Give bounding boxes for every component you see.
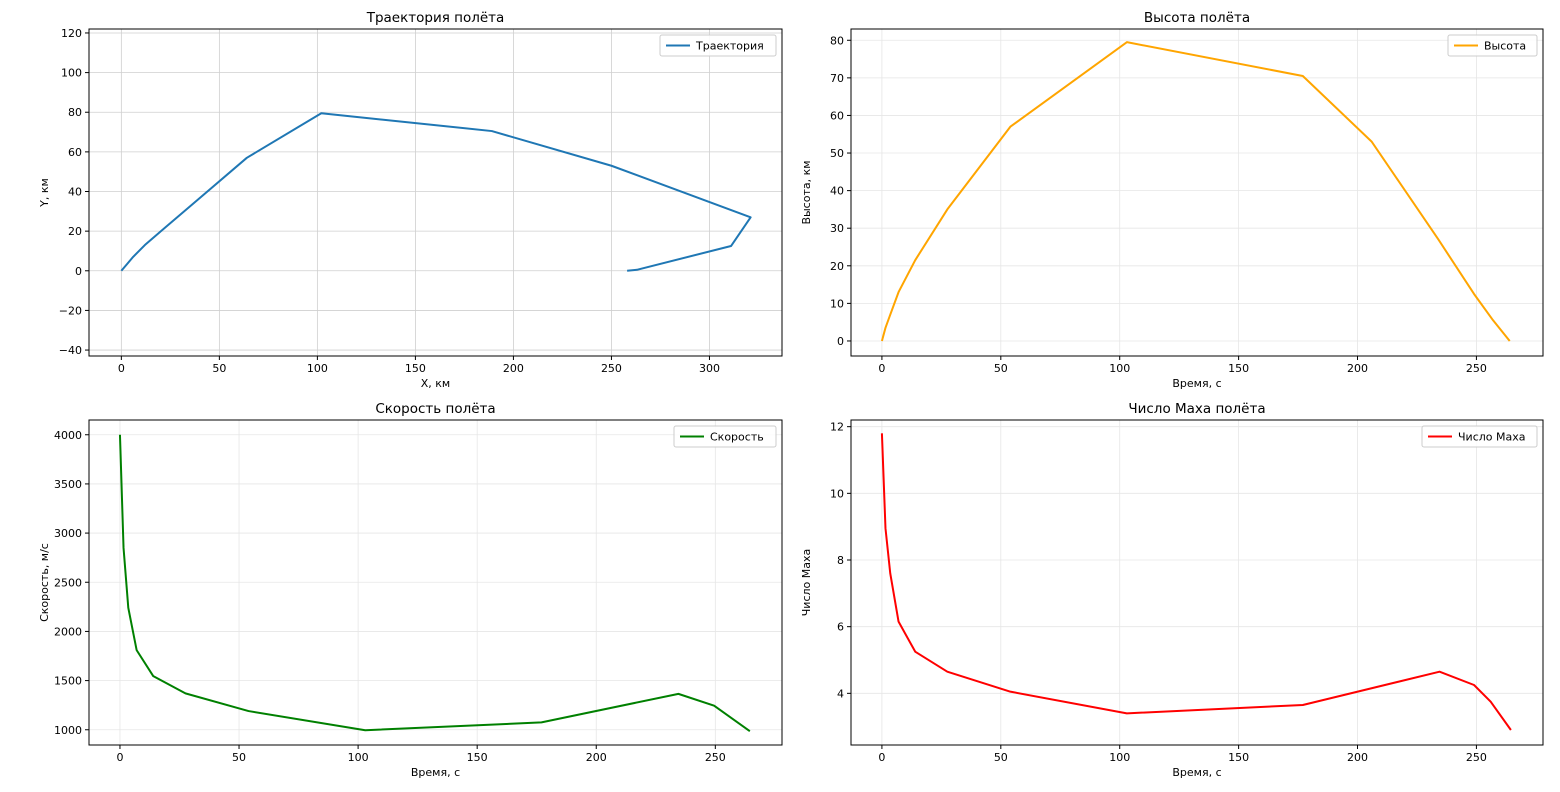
y-tick-label: −40 — [59, 344, 82, 357]
x-tick-label: 150 — [405, 362, 426, 375]
y-tick-label: 20 — [68, 225, 82, 238]
y-axis-label: Скорость, м/с — [38, 543, 51, 622]
x-tick-label: 200 — [586, 751, 607, 764]
x-axis-label: Время, с — [1172, 766, 1221, 779]
chart-4: 0 50 100 150 200 250 4 6 8 10 12 Число Маха полёта В… — [800, 401, 1544, 779]
series-line — [120, 112, 752, 272]
x-tick-label: 200 — [1347, 362, 1368, 375]
grid — [851, 420, 1543, 745]
y-tick-label: 1000 — [54, 724, 82, 737]
chart-title: Скорость полёта — [375, 401, 495, 417]
chart-3: 0 50 100 150 200 250 1000 1500 2000 2500 3000 3500 4… — [38, 401, 783, 779]
y-axis-label: Число Маха — [800, 549, 813, 616]
series-line — [880, 41, 1511, 342]
legend: Число Маха — [1421, 425, 1538, 448]
x-tick-label: 0 — [116, 751, 123, 764]
y-tick-label: 20 — [830, 260, 844, 273]
x-tick-label: 300 — [699, 362, 720, 375]
y-tick-label: 40 — [830, 185, 844, 198]
x-tick-label: 200 — [503, 362, 524, 375]
x-tick-label: 0 — [878, 751, 885, 764]
legend-box — [1447, 34, 1538, 57]
x-tick-label: 100 — [1109, 751, 1130, 764]
grid — [851, 29, 1543, 356]
y-tick-label: 0 — [837, 335, 844, 348]
y-tick-label: 120 — [61, 27, 82, 40]
y-tick-label: 70 — [830, 72, 844, 85]
y-tick-label: 40 — [68, 186, 82, 199]
y-tick-label: 6 — [837, 621, 844, 634]
y-tick-label: 2500 — [54, 576, 82, 589]
y-tick-label: 80 — [68, 106, 82, 119]
x-tick-label: 50 — [994, 362, 1008, 375]
y-tick-label: 10 — [830, 487, 844, 500]
x-tick-label: 250 — [1466, 751, 1487, 764]
x-tick-label: 250 — [601, 362, 622, 375]
legend: Высота — [1447, 34, 1538, 57]
chart-title: Число Маха полёта — [1128, 401, 1265, 417]
series-line — [118, 434, 751, 733]
x-tick-label: 0 — [118, 362, 125, 375]
x-tick-label: 100 — [348, 751, 369, 764]
x-axis-label: Время, с — [1172, 377, 1221, 390]
legend-label: Число Маха — [1458, 431, 1525, 444]
x-tick-label: 50 — [994, 751, 1008, 764]
y-tick-label: 80 — [830, 34, 844, 47]
y-tick-label: 8 — [837, 554, 844, 567]
y-tick-label: 30 — [830, 222, 844, 235]
x-tick-label: 250 — [1466, 362, 1487, 375]
y-axis-label: Y, км — [38, 178, 51, 208]
y-tick-label: 4000 — [54, 429, 82, 442]
series-line — [880, 433, 1512, 731]
legend: Траектория — [659, 34, 777, 57]
x-tick-label: 50 — [232, 751, 246, 764]
plot-frame — [88, 28, 783, 357]
legend-box — [673, 425, 777, 448]
chart-2: 0 50 100 150 200 250 0 10 20 30 40 50 60 70 80 Высота п… — [800, 10, 1544, 390]
chart-1: 0 50 100 150 200 250 300 −40 −20 0 20 40 60 80 100 120 Т… — [38, 10, 783, 390]
y-tick-label: 3500 — [54, 478, 82, 491]
legend-box — [1421, 425, 1538, 448]
plot-frame — [850, 419, 1544, 746]
x-tick-label: 150 — [1228, 362, 1249, 375]
y-tick-label: 0 — [75, 265, 82, 278]
y-tick-label: 100 — [61, 67, 82, 80]
y-tick-label: −20 — [59, 304, 82, 317]
chart-title: Высота полёта — [1144, 10, 1250, 26]
x-tick-label: 0 — [878, 362, 885, 375]
x-axis-label: Время, с — [411, 766, 460, 779]
grid — [89, 420, 782, 745]
y-tick-label: 60 — [68, 146, 82, 159]
x-tick-label: 250 — [705, 751, 726, 764]
grid — [89, 29, 782, 356]
y-tick-label: 12 — [830, 421, 844, 434]
x-tick-label: 200 — [1347, 751, 1368, 764]
x-axis-label: X, км — [421, 377, 450, 390]
legend-label: Высота — [1484, 40, 1526, 53]
legend-label: Траектория — [695, 40, 764, 53]
y-tick-label: 2000 — [54, 625, 82, 638]
legend-box — [659, 34, 777, 57]
y-axis-label: Высота, км — [800, 160, 813, 224]
y-tick-label: 60 — [830, 109, 844, 122]
y-tick-label: 4 — [837, 687, 844, 700]
plot-frame — [850, 28, 1544, 357]
x-tick-label: 100 — [307, 362, 328, 375]
chart-title: Траектория полёта — [366, 10, 505, 26]
y-tick-label: 10 — [830, 297, 844, 310]
x-tick-label: 150 — [1228, 751, 1249, 764]
x-tick-label: 150 — [467, 751, 488, 764]
y-tick-label: 1500 — [54, 675, 82, 688]
legend: Скорость — [673, 425, 777, 448]
x-tick-label: 50 — [212, 362, 226, 375]
x-tick-label: 100 — [1109, 362, 1130, 375]
legend-label: Скорость — [710, 431, 764, 444]
y-tick-label: 3000 — [54, 527, 82, 540]
y-tick-label: 50 — [830, 147, 844, 160]
